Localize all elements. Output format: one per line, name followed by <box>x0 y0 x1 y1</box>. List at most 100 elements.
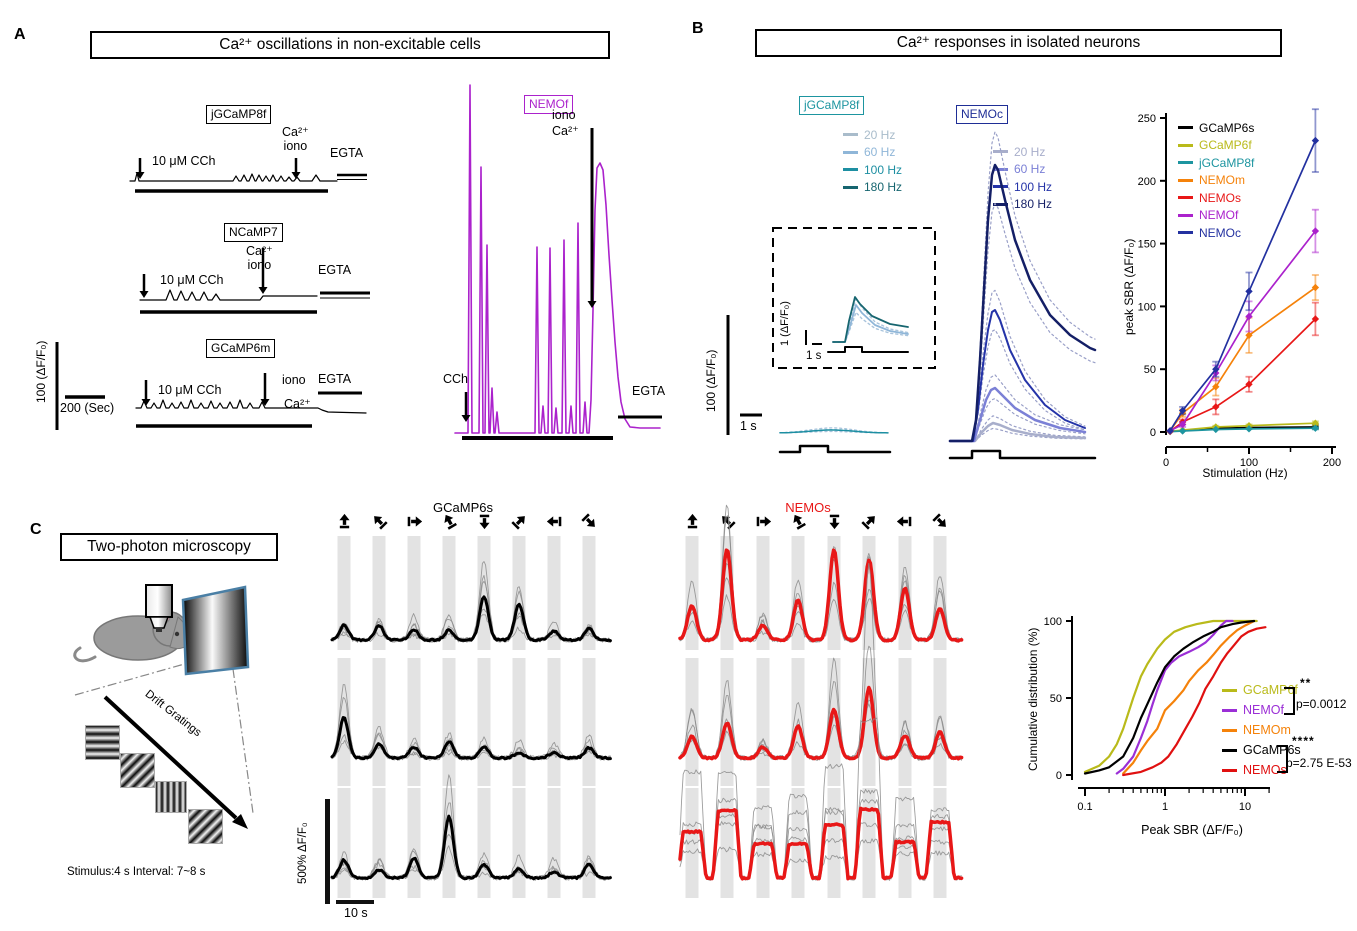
gcamp6s-traces-canvas <box>330 536 612 898</box>
legend-dash <box>1178 178 1193 182</box>
grating-icon-diagonal-2 <box>188 809 223 844</box>
legend-dash <box>1222 768 1237 772</box>
legend-item-jgcamp8f: jGCaMP8f <box>1178 154 1254 172</box>
svg-text:200: 200 <box>1138 176 1156 188</box>
jgcamp8f-hz-legend: 20 Hz 60 Hz 100 Hz 180 Hz <box>843 126 902 196</box>
svg-text:200: 200 <box>1323 457 1341 469</box>
svg-text:100: 100 <box>1138 301 1156 313</box>
legend-item-100hz: 100 Hz <box>843 161 902 179</box>
svg-text:150: 150 <box>1138 239 1156 251</box>
legend-label: 60 Hz <box>864 145 896 160</box>
panel-a-label: A <box>14 26 26 43</box>
significance-stars-1: ** <box>1300 676 1312 690</box>
stimulus-note: Stimulus:4 s Interval: 7~8 s <box>67 866 206 878</box>
sbr-legend: GCaMP6s GCaMP6f jGCaMP8f NEMOm NEMOs NEM… <box>1178 119 1254 242</box>
legend-label: NEMOm <box>1199 173 1245 188</box>
monitor-icon <box>181 585 250 676</box>
panel-a-title-text: Ca²⁺ oscillations in non-excitable cells <box>219 36 481 53</box>
trace-tag-gcamp6m: GCaMP6m <box>206 339 276 358</box>
cdf-legend: GCaMP6f NEMOf NEMOm GCaMP6s NEMOs <box>1222 680 1301 780</box>
panel-b-label: B <box>692 20 704 37</box>
grating-icon-horizontal <box>85 725 120 760</box>
trace-row <box>678 562 964 761</box>
legend-item-100hz: 100 Hz <box>993 178 1052 196</box>
legend-item-nemof: NEMOf <box>1222 700 1301 720</box>
legend-dash <box>1178 143 1193 147</box>
legend-item-nemoc: NEMOc <box>1178 224 1254 242</box>
stim-label-row3: 10 μM CCh <box>158 383 222 397</box>
sbr-xlabel: Stimulation (Hz) <box>1202 466 1288 480</box>
legend-dash <box>1222 688 1237 692</box>
svg-text:0: 0 <box>1056 770 1062 782</box>
mouse-icon <box>73 607 190 663</box>
sbr-ylabel: peak SBR (ΔF/F₀) <box>1122 238 1136 336</box>
iono-label-row1-bottom: iono <box>283 139 308 153</box>
panel-b-xscale-label: 1 s <box>740 419 757 433</box>
legend-dash <box>1178 231 1193 235</box>
legend-label: NEMOc <box>1199 225 1241 240</box>
legend-item-180hz: 180 Hz <box>993 196 1052 214</box>
legend-item-gcamp6s: GCaMP6s <box>1178 119 1254 137</box>
legend-item-20hz: 20 Hz <box>843 126 902 144</box>
panel-b-yscale-label: 100 (ΔF/F₀) <box>704 349 718 413</box>
panel-c-yscale-label: 500% ΔF/F₀ <box>297 822 309 884</box>
svg-text:100: 100 <box>1044 616 1062 628</box>
drift-arrow <box>103 695 248 829</box>
iono-label-row3: iono <box>282 373 306 387</box>
trace-tag-jgcamp8f: jGCaMP8f <box>206 105 272 124</box>
legend-dash <box>843 185 858 189</box>
panel-a-traces-canvas <box>55 158 370 430</box>
nemof-trace-canvas <box>454 84 662 440</box>
legend-item-nemof: NEMOf <box>1178 207 1254 225</box>
egta-label-row3: EGTA <box>318 372 352 386</box>
series-NEMOm <box>1122 619 1256 775</box>
nemof-ca-label: Ca²⁺ <box>552 124 579 138</box>
legend-dash <box>993 202 1008 206</box>
legend-item-nemos: NEMOs <box>1178 189 1254 207</box>
legend-dash <box>1222 748 1237 752</box>
panel-b-title: Ca²⁺ responses in isolated neurons <box>755 29 1282 57</box>
egta-label-row2: EGTA <box>318 263 352 277</box>
cumulative-distribution-chart: 0 50 100 0.1 1 10 <box>1044 616 1270 813</box>
legend-label: NEMOm <box>1243 723 1291 737</box>
legend-item-60hz: 60 Hz <box>843 144 902 162</box>
legend-label: 100 Hz <box>1014 179 1053 194</box>
legend-dash <box>1178 196 1193 200</box>
legend-label: NEMOf <box>1199 208 1239 223</box>
series-NEMOf <box>1166 208 1320 435</box>
legend-item-gcamp6f: GCaMP6f <box>1178 137 1254 155</box>
gcamp6s-column-title: GCaMP6s <box>433 500 493 515</box>
legend-item-180hz: 180 Hz <box>843 179 902 197</box>
trace-tag-jgcamp8f-b: jGCaMP8f <box>799 96 865 115</box>
legend-label: GCaMP6f <box>1199 138 1252 153</box>
nemof-iono-label: iono <box>552 108 576 122</box>
stim-label-row2: 10 μM CCh <box>160 273 224 287</box>
panel-a-title: Ca²⁺ oscillations in non-excitable cells <box>90 31 610 59</box>
legend-dash <box>993 150 1008 154</box>
panel-a-xscale-label: 200 (Sec) <box>60 401 115 415</box>
panel-b-title-text: Ca²⁺ responses in isolated neurons <box>896 34 1141 51</box>
legend-label: 100 Hz <box>864 162 903 177</box>
iono-label-row2-top: Ca²⁺ <box>246 244 273 258</box>
svg-text:50: 50 <box>1144 364 1156 376</box>
panel-c-title: Two-photon microscopy <box>60 533 278 561</box>
series-GCaMP6s <box>1083 619 1256 775</box>
iono-label-row1: Ca²⁺ iono <box>282 124 309 153</box>
legend-dash <box>993 167 1008 171</box>
legend-label: NEMOs <box>1243 763 1287 777</box>
legend-dash <box>1222 728 1237 732</box>
significance-bracket-1 <box>1284 687 1295 715</box>
legend-label: 180 Hz <box>1014 197 1053 212</box>
legend-item-gcamp6f: GCaMP6f <box>1222 680 1301 700</box>
panel-c-yscale-bar <box>325 799 330 904</box>
svg-text:0.1: 0.1 <box>1077 801 1092 813</box>
legend-label: GCaMP6f <box>1243 683 1298 697</box>
svg-text:50: 50 <box>1050 693 1062 705</box>
legend-dash <box>843 168 858 172</box>
iono-label-row2-bottom: iono <box>247 258 272 272</box>
nemof-egta-label: EGTA <box>632 384 666 398</box>
trace-row <box>330 774 612 881</box>
cdf-ylabel: Cumulative distribution (%) <box>1026 627 1040 771</box>
panel-a-yscale-label: 100 (ΔF/F₀) <box>34 340 48 404</box>
